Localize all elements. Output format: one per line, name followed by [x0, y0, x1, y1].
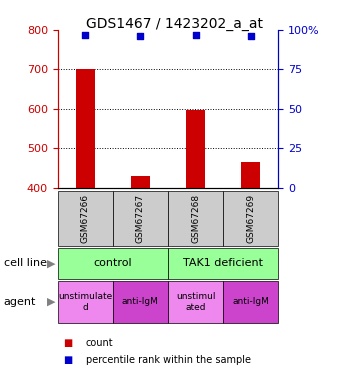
Text: count: count: [86, 338, 113, 348]
Text: unstimul
ated: unstimul ated: [176, 292, 215, 312]
Text: agent: agent: [4, 297, 36, 307]
Text: GSM67268: GSM67268: [191, 194, 200, 243]
Text: ▶: ▶: [47, 258, 55, 268]
Point: [138, 33, 143, 39]
Text: cell line: cell line: [4, 258, 47, 268]
Text: unstimulate
d: unstimulate d: [58, 292, 112, 312]
Text: GSM67267: GSM67267: [136, 194, 145, 243]
Point: [83, 32, 88, 38]
Text: GSM67266: GSM67266: [81, 194, 90, 243]
Bar: [241, 162, 260, 188]
Text: percentile rank within the sample: percentile rank within the sample: [86, 355, 251, 365]
Text: GSM67269: GSM67269: [246, 194, 255, 243]
Text: TAK1 deficient: TAK1 deficient: [183, 258, 263, 268]
Text: anti-IgM: anti-IgM: [232, 297, 269, 306]
Bar: [131, 176, 150, 188]
Text: GDS1467 / 1423202_a_at: GDS1467 / 1423202_a_at: [86, 17, 264, 31]
Text: ■: ■: [63, 338, 72, 348]
Text: ■: ■: [63, 355, 72, 365]
Text: ▶: ▶: [47, 297, 55, 307]
Bar: [76, 69, 95, 188]
Point: [248, 33, 253, 39]
Text: control: control: [93, 258, 132, 268]
Text: anti-IgM: anti-IgM: [122, 297, 159, 306]
Bar: [186, 110, 205, 188]
Point: [193, 32, 198, 38]
